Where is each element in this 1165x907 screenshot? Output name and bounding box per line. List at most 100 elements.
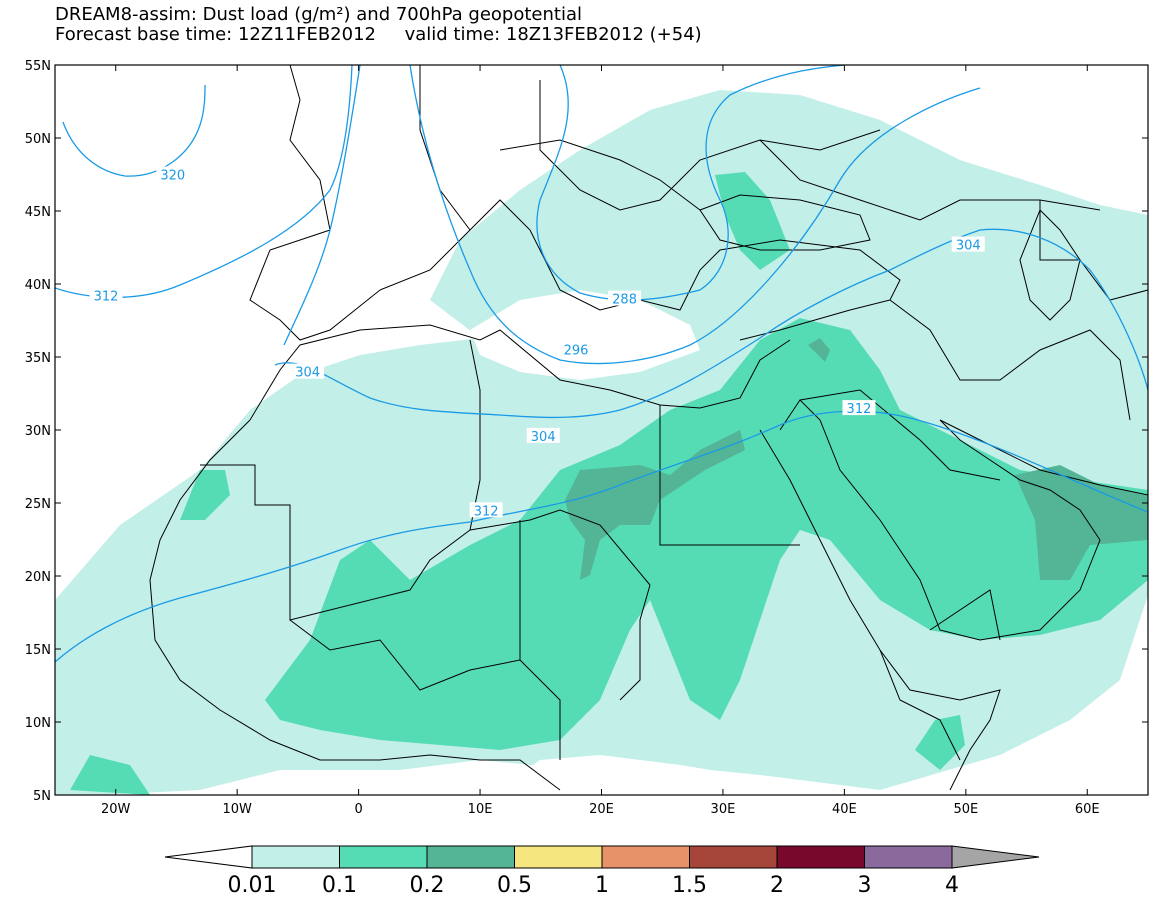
legend-label: 3: [858, 873, 872, 898]
legend-swatch: [339, 845, 428, 869]
border-sahel-2: [519, 520, 561, 760]
color-legend: 0.01 0.1 0.2 0.5 1 1.5 2 3 4: [164, 845, 1040, 898]
coastline-europe: [249, 65, 901, 341]
coastline-east-africa: [759, 429, 1001, 791]
lon-tick-label: 20W: [101, 802, 131, 817]
contour-296: [409, 65, 981, 365]
lat-tick-label: 15N: [25, 643, 51, 658]
legend-swatch: [776, 845, 865, 869]
contour-label: 320: [160, 169, 185, 184]
lat-tick-label: 50N: [25, 132, 51, 147]
dust-region-mid-horn: [915, 715, 965, 770]
coastline-north-africa: [249, 324, 791, 421]
lon-tick-label: 0: [354, 802, 362, 817]
legend-swatch: [251, 845, 340, 869]
legend-label: 4: [945, 873, 959, 898]
legend-label: 2: [770, 873, 784, 898]
lat-tick-label: 5N: [33, 789, 51, 804]
border-central-asia: [1039, 200, 1148, 301]
lat-tick-label: 35N: [25, 351, 51, 366]
coastline-persia: [939, 419, 1148, 496]
geopotential-contours: [55, 65, 1148, 663]
contour-288: [536, 65, 846, 301]
contour-label: 312: [847, 402, 872, 417]
border-arabia-1: [799, 389, 1001, 481]
lon-tick-label: 30E: [711, 802, 736, 817]
dust-region-high-gulf: [1015, 465, 1148, 580]
contour-label-bg: [842, 400, 876, 416]
coastline-arabia: [779, 399, 1101, 641]
black-sea: [699, 194, 871, 251]
dust-field: [55, 90, 1148, 795]
border-sahel-1: [289, 619, 521, 691]
border-sahara-2: [469, 339, 651, 586]
lat-tick-label: 25N: [25, 497, 51, 512]
border-horn-africa: [879, 649, 961, 761]
lon-tick-label: 50E: [953, 802, 978, 817]
lat-tick-label: 55N: [25, 59, 51, 74]
border-europe-2: [539, 80, 881, 211]
dust-region-high-libya: [565, 430, 745, 580]
legend-swatch: [864, 845, 953, 869]
axis-labels: 55N 50N 45N 40N 35N 30N 25N 20N 15N 10N 5N 20W 10W 0 1…: [25, 59, 1100, 817]
legend-swatch: [689, 845, 778, 869]
border-chad-sudan: [619, 584, 651, 701]
contour-label-bg: [469, 502, 503, 518]
contour-label: 312: [474, 504, 499, 519]
dust-region-mid-westafrica: [70, 755, 150, 795]
contour-label-bg: [89, 287, 123, 303]
legend-label: 1.5: [672, 873, 707, 898]
legend-label: 0.5: [497, 873, 532, 898]
contour-label-bg: [156, 166, 190, 182]
border-libya-egypt: [659, 405, 800, 546]
contour-label-bg: [559, 341, 593, 357]
lon-tick-label: 40E: [832, 802, 857, 817]
contour-304-west: [274, 228, 1148, 419]
contour-label: 296: [564, 344, 589, 359]
contour-312-south: [55, 410, 1148, 663]
contour-304-north: [283, 65, 361, 346]
contour-label: 304: [531, 430, 556, 445]
coastline-west-africa: [149, 419, 561, 791]
border-iran: [889, 299, 1131, 421]
chart-title: DREAM8-assim: Dust load (g/m²) and 700hP…: [55, 4, 582, 25]
legend-label: 0.2: [410, 873, 445, 898]
contour-label-bg: [526, 427, 560, 443]
dust-region-mid-blacksea: [715, 172, 790, 270]
contour-320: [62, 84, 206, 177]
lat-tick-label: 45N: [25, 205, 51, 220]
contour-312-north: [55, 65, 353, 299]
lon-tick-label: 10E: [468, 802, 493, 817]
chart-subtitle: Forecast base time: 12Z11FEB2012 valid t…: [55, 24, 702, 45]
contour-label: 288: [612, 293, 637, 308]
border-arabia-2: [929, 589, 1001, 641]
border-sahara-1: [200, 464, 471, 621]
legend-swatch: [426, 845, 515, 869]
dust-gap-gulf-guinea: [490, 755, 840, 795]
contour-labels: 320 312 312 312 304 304 304 296 288: [89, 166, 985, 519]
lat-tick-label: 40N: [25, 278, 51, 293]
legend-label: 0.01: [228, 873, 277, 898]
legend-label: 1: [595, 873, 609, 898]
border-europe-3: [499, 139, 701, 211]
contour-label-bg: [291, 363, 325, 379]
border-europe-1: [419, 65, 471, 231]
legend-arrow-high: [951, 845, 1040, 869]
dust-region-mid: [265, 318, 1148, 750]
dust-region-high-levant: [808, 338, 830, 362]
lat-tick-label: 20N: [25, 570, 51, 585]
legend-label: 0.1: [322, 873, 357, 898]
legend-swatch: [514, 845, 603, 869]
contour-label-bg: [951, 236, 985, 252]
lon-tick-label: 60E: [1075, 802, 1100, 817]
lon-tick-label: 20E: [589, 802, 614, 817]
axis-ticks: [55, 64, 1148, 796]
dust-region-mid-atlas: [180, 470, 230, 520]
contour-label: 312: [94, 290, 119, 305]
legend-arrow-low: [164, 845, 253, 869]
dust-gap-mediterranean: [470, 290, 700, 380]
contour-label: 304: [956, 239, 981, 254]
lon-tick-label: 10W: [222, 802, 252, 817]
caspian-sea: [1019, 209, 1081, 321]
